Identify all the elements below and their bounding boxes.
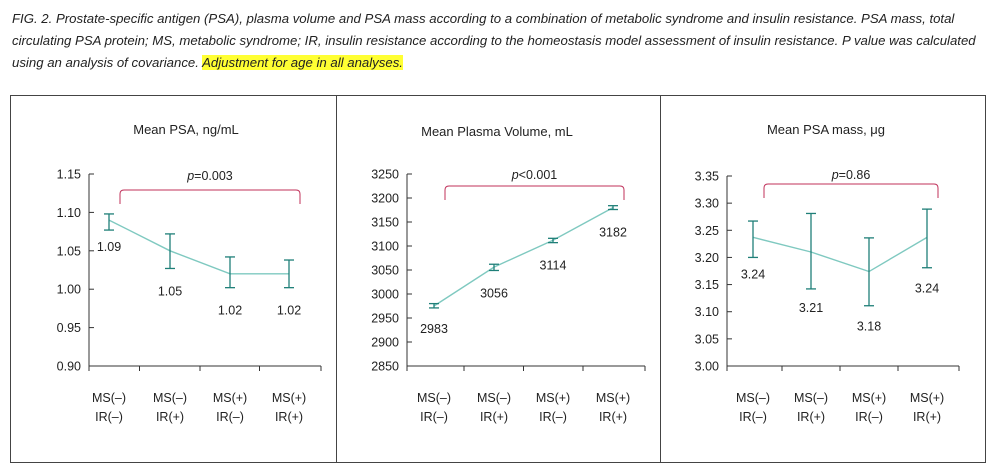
- y-tick-label: 3150: [371, 216, 399, 230]
- x-category-label-ir: IR(+): [797, 410, 825, 424]
- x-category-label-ms: MS(–): [794, 391, 828, 405]
- panel-mean-psa-mass: Mean PSA mass, μg 3.00 3.05 3.10 3.15 3.20 3.2…: [660, 96, 985, 462]
- chart-mean-psa: Mean PSA, ng/mL 0.90 0.95 1.00 1.05 1.10 1.15 M…: [57, 122, 322, 424]
- p-value-symbol: p: [831, 168, 839, 182]
- data-value-label: 1.02: [218, 304, 242, 318]
- significance-bracket: [119, 189, 301, 204]
- chart-mean-psa-mass: Mean PSA mass, μg 3.00 3.05 3.10 3.15 3.20 3.2…: [695, 122, 960, 424]
- caption-highlight: Adjustment for age in all analyses.: [202, 55, 403, 70]
- x-category-label-ir: IR(–): [539, 410, 567, 424]
- p-value-text: =0.86: [839, 168, 871, 182]
- x-category-label-ir: IR(–): [95, 410, 123, 424]
- series-line: [108, 219, 289, 275]
- x-category-label-ms: MS(+): [272, 391, 306, 405]
- chart-title: Mean PSA mass, μg: [767, 122, 885, 137]
- data-value-label: 3.21: [799, 301, 823, 315]
- x-category-label-ms: MS(–): [417, 391, 451, 405]
- y-tick-label: 3.15: [695, 278, 719, 292]
- data-value-label: 3.18: [857, 320, 881, 334]
- significance-bracket: [763, 183, 939, 198]
- y-tick-label: 3000: [371, 288, 399, 302]
- y-tick-label: 3250: [371, 168, 399, 182]
- x-category-label-ms: MS(+): [536, 391, 570, 405]
- data-value-label: 3114: [540, 259, 567, 273]
- x-category-label-ms: MS(+): [910, 391, 944, 405]
- chart-mean-plasma-volume: Mean Plasma Volume, mL 2850 2900 2950 3000 30…: [371, 124, 646, 424]
- series-line: [433, 206, 614, 307]
- chart-title: Mean PSA, ng/mL: [133, 122, 239, 137]
- panel-mean-psa: Mean PSA, ng/mL 0.90 0.95 1.00 1.05 1.10 1.15 M…: [11, 96, 336, 462]
- y-tick-label: 3100: [371, 240, 399, 254]
- y-tick-label: 0.90: [57, 360, 81, 374]
- y-tick-label: 3.25: [695, 224, 719, 238]
- chart-title: Mean Plasma Volume, mL: [421, 124, 573, 139]
- x-category-label-ms: MS(+): [852, 391, 886, 405]
- x-category-label-ir: IR(+): [275, 410, 303, 424]
- x-category-label-ms: MS(+): [213, 391, 247, 405]
- y-tick-label: 3.20: [695, 251, 719, 265]
- y-tick-label: 1.10: [57, 206, 81, 220]
- data-value-label: 1.05: [158, 284, 182, 298]
- y-tick-label: 1.05: [57, 244, 81, 258]
- chart-panels: Mean PSA, ng/mL 0.90 0.95 1.00 1.05 1.10 1.15 M…: [10, 95, 986, 463]
- data-value-label: 1.02: [277, 304, 301, 318]
- y-tick-label: 3.10: [695, 305, 719, 319]
- p-value-text: <0.001: [519, 168, 558, 182]
- p-value-symbol: p: [186, 169, 194, 183]
- x-category-label-ir: IR(–): [216, 410, 244, 424]
- series-line: [752, 236, 928, 273]
- y-tick-label: 2850: [371, 360, 399, 374]
- x-category-label-ms: MS(–): [736, 391, 770, 405]
- x-category-label-ms: MS(–): [477, 391, 511, 405]
- data-value-label: 1.09: [97, 240, 121, 254]
- panel-mean-plasma-volume: Mean Plasma Volume, mL 2850 2900 2950 3000 30…: [336, 96, 660, 462]
- y-tick-label: 3.30: [695, 197, 719, 211]
- x-category-label-ir: IR(–): [420, 410, 448, 424]
- y-tick-label: 0.95: [57, 321, 81, 335]
- y-tick-label: 1.15: [57, 168, 81, 182]
- x-category-label-ir: IR(+): [156, 410, 184, 424]
- x-category-label-ms: MS(–): [153, 391, 187, 405]
- y-tick-label: 3050: [371, 264, 399, 278]
- p-value-label: p=0.86: [831, 168, 871, 182]
- data-value-label: 3.24: [915, 282, 939, 296]
- caption-text: FIG. 2. Prostate-specific antigen (PSA),…: [12, 11, 976, 70]
- x-category-label-ir: IR(+): [913, 410, 941, 424]
- y-tick-label: 3200: [371, 192, 399, 206]
- data-value-label: 2983: [420, 322, 448, 336]
- x-category-label-ms: MS(–): [92, 391, 126, 405]
- data-value-label: 3182: [599, 226, 627, 240]
- x-category-label-ir: IR(–): [855, 410, 883, 424]
- p-value-label: p=0.003: [186, 169, 233, 183]
- y-tick-label: 3.00: [695, 360, 719, 374]
- x-category-label-ir: IR(+): [599, 410, 627, 424]
- y-tick-label: 3.35: [695, 170, 719, 184]
- data-value-label: 3.24: [741, 267, 765, 281]
- x-category-label-ir: IR(–): [739, 410, 767, 424]
- p-value-symbol: p: [511, 168, 519, 182]
- data-value-label: 3056: [480, 286, 508, 300]
- significance-bracket: [444, 185, 625, 200]
- y-tick-label: 2950: [371, 312, 399, 326]
- y-tick-label: 2900: [371, 336, 399, 350]
- x-category-label-ms: MS(+): [596, 391, 630, 405]
- y-tick-label: 3.05: [695, 332, 719, 346]
- p-value-label: p<0.001: [511, 168, 558, 182]
- y-tick-label: 1.00: [57, 283, 81, 297]
- figure-caption: FIG. 2. Prostate-specific antigen (PSA),…: [12, 8, 987, 74]
- x-category-label-ir: IR(+): [480, 410, 508, 424]
- p-value-text: =0.003: [194, 169, 233, 183]
